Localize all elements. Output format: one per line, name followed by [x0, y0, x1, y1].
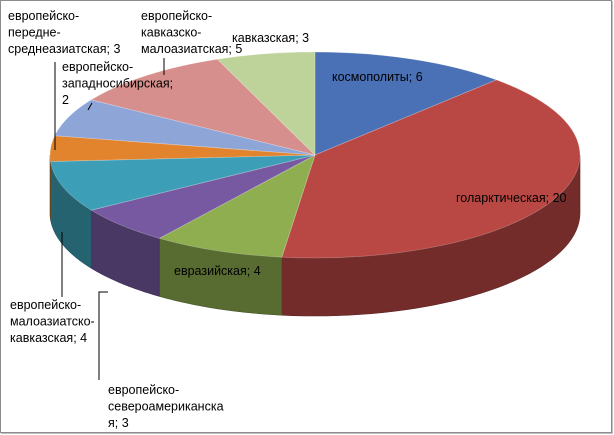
data-label-европейско-переднесреднеазиатская: европейско-передне-среднеазиатская; 3: [8, 9, 120, 56]
data-label-европейско-малоазиатско-кавказская: европейско-малоазиатско-кавказская; 4: [10, 298, 95, 345]
label-leader-lines: [54, 58, 165, 380]
pie-slice-кавказская: [216, 51, 316, 156]
data-label-голарктическая: голарктическая; 20: [456, 191, 567, 205]
data-label-европейско-североамериканская: европейско-североамериканска я; 3: [108, 383, 224, 430]
leader-line-европейско-североамериканская: [98, 291, 108, 380]
pie-slice-европейско-кавказско-малоазиатская: [90, 58, 317, 156]
data-label-европейско-кавказско-малоазиатская: европейско-кавказско-малоазиатская; 5: [141, 9, 242, 56]
pie-tops: [49, 51, 581, 259]
pie-slice-европейско-малоазиатско-кавказская: [50, 154, 316, 211]
pie-slice-космополиты: [314, 51, 498, 156]
data-label-евразийская: евразийская; 4: [174, 264, 261, 278]
slice-labels: космополиты; 6 голарктическая; 20 евразийс…: [8, 9, 567, 430]
pie-slice-европейско-североамериканская: [90, 154, 316, 239]
pie-slice-евразийская: [158, 154, 316, 258]
data-label-кавказская: кавказская; 3: [232, 31, 309, 45]
data-label-европейско-западносибирская: европейско-западносибирская; 2: [62, 60, 173, 107]
pie-side-европейско-западносибирская: [49, 155, 51, 220]
data-label-космополиты: космополиты; 6: [332, 70, 423, 84]
leader-line-европейско-западносибирская: [87, 102, 93, 111]
pie-slice-голарктическая: [281, 79, 581, 259]
